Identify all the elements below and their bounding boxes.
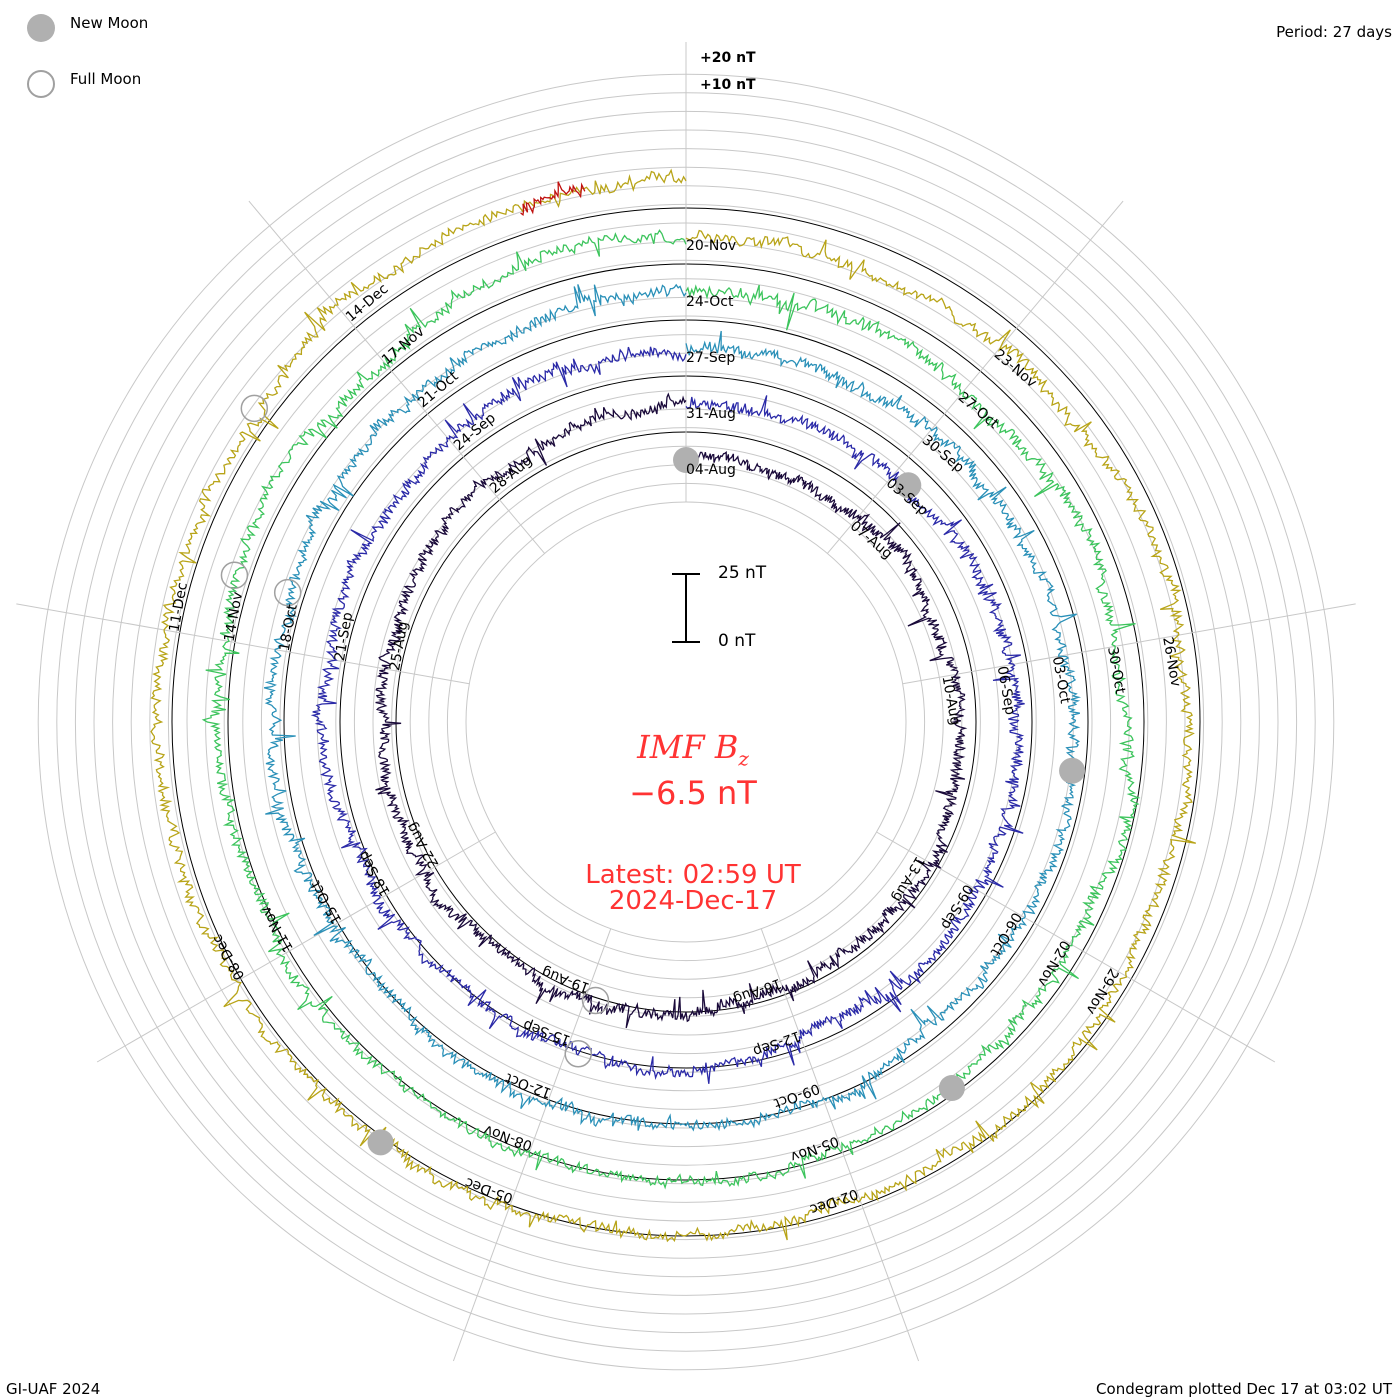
ring-value-label: +20 nT bbox=[700, 50, 756, 66]
new-moon-label: New Moon bbox=[70, 14, 149, 32]
full-moon-marker bbox=[240, 394, 269, 423]
full-moon-marker bbox=[273, 578, 302, 607]
date-label: 24-Oct bbox=[686, 294, 734, 310]
date-label: 21-Sep bbox=[332, 611, 356, 662]
ring-value-label: +10 nT bbox=[700, 77, 756, 93]
scale-top-label: 25 nT bbox=[718, 563, 767, 583]
full-moon-marker bbox=[220, 561, 249, 590]
bz-traces bbox=[150, 168, 1197, 1243]
date-label: 14-Nov bbox=[222, 591, 246, 643]
date-label: 05-Dec bbox=[463, 1174, 515, 1206]
moon-markers bbox=[220, 394, 1086, 1156]
current-value: −6.5 nT bbox=[629, 774, 757, 812]
new-moon-marker bbox=[938, 1074, 965, 1101]
trace-cycle-5 bbox=[150, 168, 1197, 1243]
trace-cycle-6 bbox=[520, 181, 586, 216]
day-spoke bbox=[16, 603, 470, 685]
full-moon-label: Full Moon bbox=[70, 70, 142, 88]
quantity-subscript: z bbox=[738, 746, 749, 771]
date-label: 18-Oct bbox=[277, 603, 301, 653]
date-label: 11-Dec bbox=[166, 581, 190, 633]
period-label: Period: 27 days bbox=[1276, 23, 1392, 41]
new-moon-marker bbox=[367, 1129, 394, 1156]
scale-bottom-label: 0 nT bbox=[718, 631, 756, 651]
date-label: 25-Aug bbox=[387, 620, 411, 672]
plotted-label: Condegram plotted Dec 17 at 03:02 UT bbox=[1096, 1380, 1392, 1398]
date-label: 29-Nov bbox=[1082, 965, 1121, 1016]
new-moon-marker bbox=[895, 472, 922, 499]
day-spoke bbox=[827, 200, 1124, 554]
trace-cycle-1 bbox=[375, 392, 968, 1029]
quantity-main: IMF B bbox=[637, 728, 739, 766]
trace-cycle-2 bbox=[310, 346, 1025, 1084]
day-spoke bbox=[248, 200, 545, 554]
new-moon-marker bbox=[1059, 757, 1086, 784]
scale-bar bbox=[672, 573, 700, 643]
date-label: 31-Aug bbox=[686, 406, 736, 422]
credit-label: GI-UAF 2024 bbox=[6, 1380, 101, 1398]
zero-line bbox=[395, 431, 977, 1013]
date-label: 08-Dec bbox=[210, 931, 249, 982]
date-label: 09-Oct bbox=[771, 1080, 822, 1111]
day-spoke bbox=[902, 603, 1356, 685]
day-spoke bbox=[760, 928, 920, 1362]
day-spoke bbox=[96, 831, 496, 1063]
date-label: 20-Nov bbox=[686, 238, 736, 254]
grid-ring bbox=[391, 427, 981, 1017]
quantity-title: IMF Bz bbox=[0, 728, 1386, 770]
day-spoke bbox=[876, 831, 1276, 1063]
new-moon-icon bbox=[27, 14, 55, 42]
date-label: 27-Sep bbox=[686, 350, 735, 366]
day-spoke bbox=[452, 928, 612, 1362]
trace-cycle-3 bbox=[263, 283, 1082, 1132]
date-label: 04-Aug bbox=[686, 462, 736, 478]
day-spokes bbox=[16, 42, 1356, 1362]
full-moon-marker bbox=[564, 1039, 592, 1068]
date-label: 06-Oct bbox=[986, 909, 1024, 959]
latest-time: Latest: 02:59 UT bbox=[585, 860, 801, 890]
full-moon-marker bbox=[581, 986, 610, 1015]
trace-cycle-4 bbox=[201, 229, 1141, 1190]
new-moon-marker bbox=[673, 447, 699, 473]
date-label: 30-Sep bbox=[919, 432, 967, 476]
ring-value-labels: +20 nT +10 nT bbox=[700, 50, 756, 93]
full-moon-icon bbox=[27, 70, 55, 98]
latest-date: 2024-Dec-17 bbox=[608, 886, 778, 916]
